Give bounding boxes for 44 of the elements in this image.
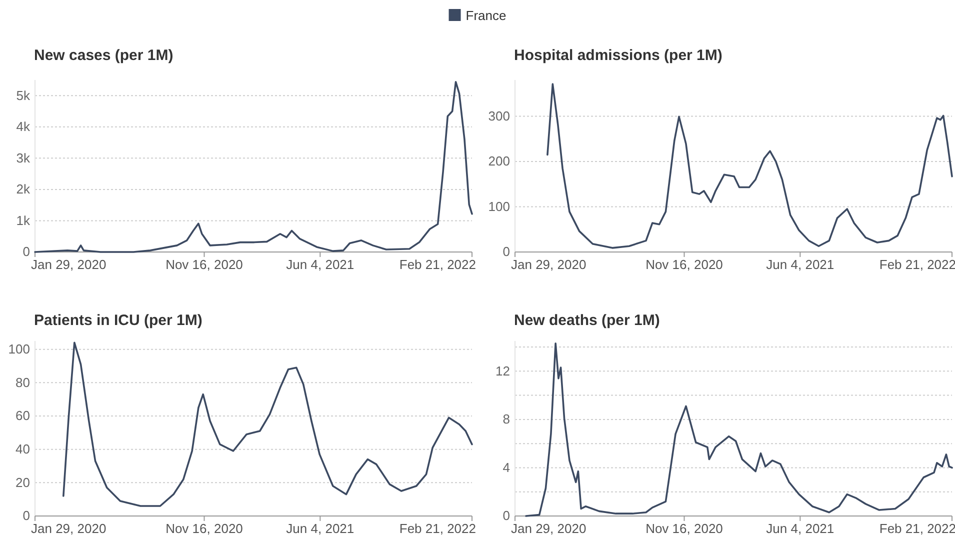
y-tick-label: 5k	[16, 88, 30, 103]
chart-title: Hospital admissions (per 1M)	[514, 47, 722, 64]
line-series	[525, 342, 953, 517]
y-tick-label: 0	[502, 244, 510, 260]
legend-label: France	[466, 8, 506, 23]
y-tick-label: 0	[502, 508, 510, 524]
y-tick-label: 300	[488, 108, 510, 124]
y-tick-label: 8	[502, 412, 510, 427]
y-tick-label: 80	[16, 374, 30, 390]
x-tick-label: Jan 29, 2020	[511, 521, 586, 536]
y-tick-label: 60	[16, 408, 30, 424]
y-tick-label: 20	[16, 474, 30, 490]
x-tick-label: Feb 21, 2022	[399, 257, 476, 272]
x-tick-label: Nov 16, 2020	[646, 521, 723, 536]
y-tick-label: 100	[488, 198, 510, 214]
x-tick-label: Nov 16, 2020	[646, 257, 723, 272]
y-tick-label: 200	[488, 154, 510, 169]
x-tick-label: Jun 4, 2021	[766, 521, 834, 536]
chart-title: New cases (per 1M)	[34, 47, 174, 64]
x-tick-label: Jan 29, 2020	[31, 257, 106, 272]
x-tick-label: Feb 21, 2022	[879, 521, 955, 536]
y-tick-label: 4	[502, 460, 510, 475]
y-tick-label: 1k	[16, 212, 30, 228]
y-tick-label: 3k	[16, 150, 30, 166]
x-tick-label: Jun 4, 2021	[286, 257, 354, 272]
chart-title: New deaths (per 1M)	[514, 312, 660, 329]
y-tick-label: 100	[8, 341, 30, 356]
y-tick-label: 2k	[16, 182, 30, 197]
y-tick-label: 12	[496, 363, 510, 378]
x-tick-label: Jan 29, 2020	[511, 257, 586, 272]
y-tick-label: 4k	[16, 119, 30, 134]
y-tick-label: 40	[16, 441, 30, 456]
x-tick-label: Feb 21, 2022	[879, 257, 955, 272]
y-tick-label: 0	[22, 508, 30, 524]
line-series	[62, 342, 473, 507]
x-tick-label: Feb 21, 2022	[399, 521, 476, 536]
line-series	[546, 83, 953, 249]
y-tick-label: 0	[22, 244, 30, 260]
x-tick-label: Nov 16, 2020	[166, 257, 243, 272]
x-tick-label: Jun 4, 2021	[766, 257, 834, 272]
chart-title: Patients in ICU (per 1M)	[34, 312, 202, 329]
x-tick-label: Jan 29, 2020	[31, 521, 106, 536]
x-tick-label: Jun 4, 2021	[286, 521, 354, 536]
x-tick-label: Nov 16, 2020	[166, 521, 243, 536]
